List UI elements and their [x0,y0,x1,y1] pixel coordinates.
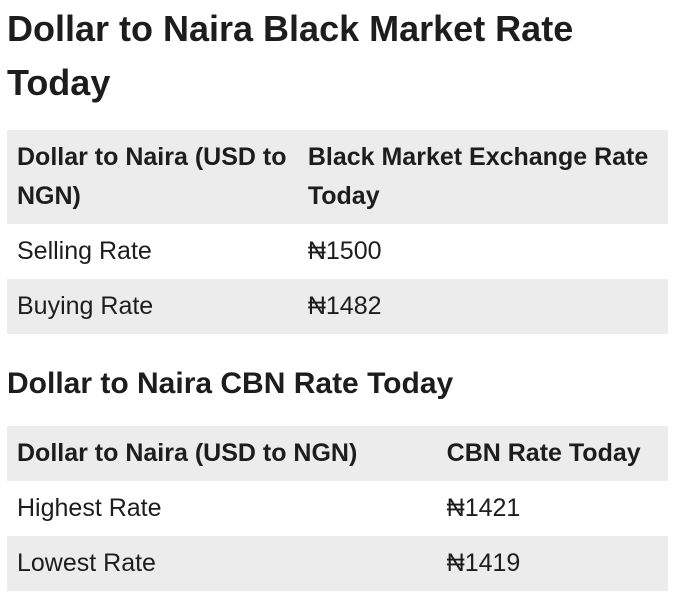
rate-label: Lowest Rate [17,549,156,577]
column-header-rate: Black Market Exchange Rate Today [307,143,649,210]
page-title: Dollar to Naira Black Market Rate Today [7,8,574,103]
table-row: Lowest Rate ₦1419 [7,536,668,591]
rate-value: ₦1419 [446,549,521,577]
table-row: Buying Rate ₦1482 [7,279,668,334]
cbn-rate-table: Dollar to Naira (USD to NGN) CBN Rate To… [7,426,668,591]
rate-value: ₦1421 [446,494,521,522]
table-row: Highest Rate ₦1421 [7,481,668,536]
rate-value: ₦1482 [307,292,382,320]
column-header-pair: Dollar to Naira (USD to NGN) [17,439,358,467]
rate-label: Selling Rate [17,237,152,265]
table-row: Selling Rate ₦1500 [7,224,668,279]
rate-value: ₦1500 [307,237,382,265]
column-header-rate: CBN Rate Today [446,439,641,467]
table-header-row: Dollar to Naira (USD to NGN) Black Marke… [7,130,668,224]
column-header-pair: Dollar to Naira (USD to NGN) [17,143,287,210]
black-market-rate-table: Dollar to Naira (USD to NGN) Black Marke… [7,130,668,334]
rate-label: Buying Rate [17,292,154,320]
table-header-row: Dollar to Naira (USD to NGN) CBN Rate To… [7,426,668,481]
section-heading-cbn: Dollar to Naira CBN Rate Today [7,367,454,400]
rate-label: Highest Rate [17,494,162,522]
